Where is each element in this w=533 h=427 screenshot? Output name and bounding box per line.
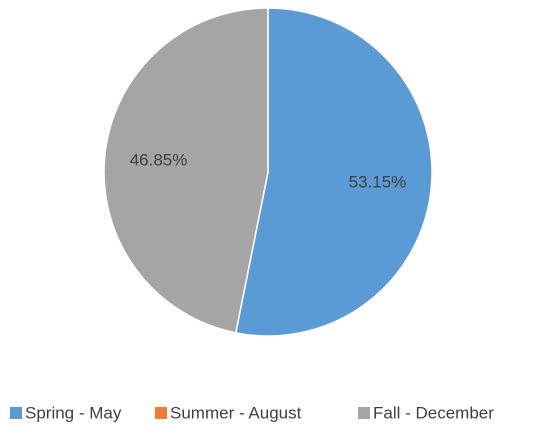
legend-label: Summer - August [170, 403, 302, 422]
data-label: 46.85% [130, 151, 188, 170]
legend-swatch [155, 407, 167, 419]
legend-swatch [10, 407, 22, 419]
pie-slice [103, 7, 269, 334]
legend-label: Spring - May [25, 403, 122, 422]
legend-swatch [358, 407, 370, 419]
data-label: 53.15% [349, 172, 407, 191]
pie-slice [234, 7, 433, 337]
legend-label: Fall - December [373, 403, 494, 422]
